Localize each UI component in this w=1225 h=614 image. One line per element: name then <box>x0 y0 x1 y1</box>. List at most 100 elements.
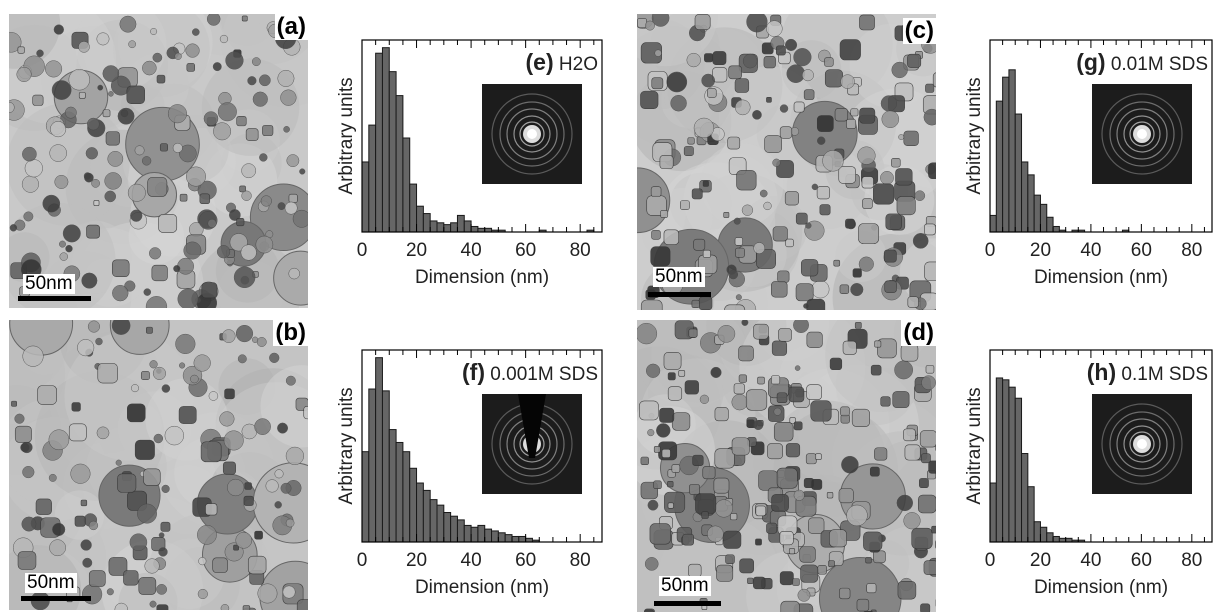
histogram-bar <box>456 214 465 233</box>
x-tick-label: 20 <box>406 550 427 571</box>
scale-bar-d <box>654 601 721 606</box>
histogram-bar <box>422 489 431 543</box>
histogram-bar <box>1027 174 1035 233</box>
x-tick-label: 60 <box>515 550 536 571</box>
histogram-bar <box>463 220 472 233</box>
histogram-bar <box>470 526 479 543</box>
histogram-bar <box>1014 397 1023 543</box>
tem-image-a: (a) 50nm <box>9 14 308 308</box>
histogram-bar <box>1052 225 1060 233</box>
histogram-svg: 0 20 40 60 80 Dimension (nm) Arbitrary units (e… <box>336 39 603 288</box>
histogram-bar <box>1033 521 1041 543</box>
scale-bar-b <box>21 596 91 601</box>
histogram-bar <box>381 47 390 233</box>
plot-frame <box>989 349 1213 543</box>
scale-bar-label-c: 50nm <box>653 266 705 287</box>
histogram-bar <box>1033 194 1041 233</box>
histogram-bar <box>450 222 458 233</box>
x-tick-label: 60 <box>515 240 536 261</box>
x-tick-label: 0 <box>985 240 996 261</box>
panel-label-d: (d) <box>901 320 936 346</box>
histogram-h: 0 20 40 60 80 Dimension (nm) Arbitrary units (h… <box>948 340 1220 606</box>
histogram-bar <box>443 224 452 233</box>
histogram-bar <box>450 515 458 543</box>
histogram-bar <box>491 530 499 543</box>
histogram-bar <box>422 213 431 233</box>
histogram-bar <box>497 532 506 543</box>
histogram-bar <box>395 95 404 233</box>
histogram-bar <box>504 534 513 543</box>
histogram-bar <box>1002 379 1010 543</box>
scale-bar-label-b: 50nm <box>25 572 77 593</box>
histogram-bar <box>402 451 411 543</box>
x-tick-label: 0 <box>985 550 996 571</box>
histogram-bar <box>368 124 377 233</box>
y-axis-label: Arbitrary units <box>964 387 985 504</box>
tem-image-d: (d) 50nm <box>637 320 936 612</box>
x-tick-label: 40 <box>461 240 482 261</box>
tem-image-b: (b) 50nm <box>9 320 308 610</box>
histogram-bar <box>484 528 493 543</box>
tem-micrograph-b <box>9 320 308 610</box>
histogram-bar <box>518 535 527 543</box>
histogram-bar <box>361 451 370 543</box>
histogram-bar <box>1039 203 1048 233</box>
x-tick-label: 80 <box>1181 550 1202 571</box>
plot-frame <box>989 39 1213 233</box>
histogram-bar <box>989 482 997 543</box>
tem-image-c: (c) 50nm <box>637 14 936 310</box>
x-tick-label: 20 <box>406 240 427 261</box>
plot-frame <box>361 349 603 543</box>
histogram-bar <box>375 52 383 233</box>
histogram-bar <box>429 220 438 233</box>
histogram-f: 0 20 40 60 80 Dimension (nm) Arbitrary units (f… <box>320 340 610 606</box>
x-tick-label: 80 <box>1181 240 1202 261</box>
scale-bar-label-a: 50nm <box>23 273 75 294</box>
histogram-bar <box>402 137 411 233</box>
histogram-bar <box>416 482 424 543</box>
y-axis-label: Arbitrary units <box>336 77 357 194</box>
histogram-bar <box>1046 216 1054 233</box>
histogram-bar <box>1002 76 1010 233</box>
histogram-bar <box>1027 486 1035 543</box>
histogram-bar <box>470 225 479 233</box>
histogram-svg: 0 20 40 60 80 Dimension (nm) Arbitrary units (h… <box>964 349 1213 598</box>
histogram-svg: 0 20 40 60 80 Dimension (nm) Arbitrary units (g… <box>964 39 1213 288</box>
histogram-e: 0 20 40 60 80 Dimension (nm) Arbitrary units (e… <box>320 30 610 296</box>
y-axis-label: Arbitrary units <box>336 387 357 504</box>
histogram-bar <box>1046 532 1054 543</box>
histogram-bar <box>388 71 397 233</box>
diffraction-pattern-inset <box>1092 84 1192 184</box>
histogram-bar <box>436 222 445 233</box>
x-axis-label: Dimension (nm) <box>1034 267 1168 288</box>
x-tick-label: 20 <box>1030 240 1051 261</box>
histogram-bar <box>1052 535 1060 543</box>
histogram-bar <box>368 388 377 543</box>
panel-title: (f) 0.001M SDS <box>462 359 598 385</box>
y-axis-label: Arbitrary units <box>964 77 985 194</box>
x-tick-label: 60 <box>1131 550 1152 571</box>
histogram-bar <box>409 467 418 543</box>
histogram-bar <box>1014 113 1023 233</box>
histogram-bar <box>1021 453 1029 543</box>
x-axis-label: Dimension (nm) <box>415 267 549 288</box>
x-axis-label: Dimension (nm) <box>415 577 549 598</box>
histogram-bar <box>429 499 438 543</box>
x-tick-label: 40 <box>1080 240 1101 261</box>
histogram-bar <box>463 524 472 543</box>
x-axis-label: Dimension (nm) <box>1034 577 1168 598</box>
tem-micrograph-a <box>9 14 308 308</box>
histogram-bar <box>989 214 997 233</box>
histogram-bar <box>395 441 404 543</box>
x-tick-label: 20 <box>1030 550 1051 571</box>
histogram-bar <box>436 504 445 543</box>
x-tick-label: 60 <box>1131 240 1152 261</box>
x-tick-label: 80 <box>570 240 591 261</box>
panel-label-c: (c) <box>902 17 936 44</box>
diffraction-pattern-inset <box>482 394 582 494</box>
histogram-bar <box>416 205 424 233</box>
histogram-bar <box>443 512 452 543</box>
histogram-bar <box>409 183 418 233</box>
x-tick-label: 40 <box>461 550 482 571</box>
x-tick-label: 40 <box>1080 550 1101 571</box>
